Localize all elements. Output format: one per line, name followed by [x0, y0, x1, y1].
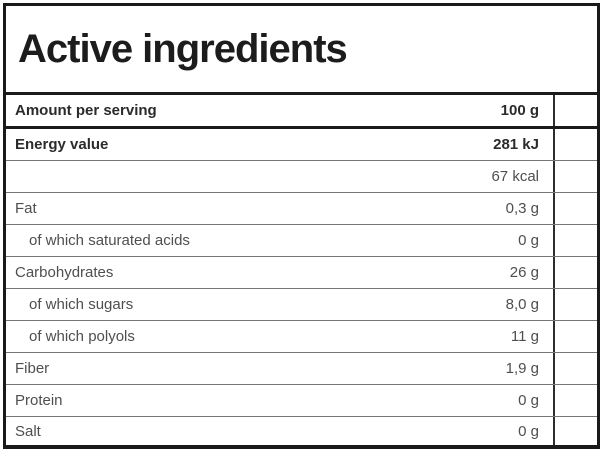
nutrient-value: 26 g [405, 257, 555, 288]
nutrient-value: 67 kcal [405, 161, 555, 192]
table-row: of which saturated acids 0 g [6, 225, 597, 257]
spacer-cell [555, 225, 597, 256]
table-row: Fiber 1,9 g [6, 353, 597, 385]
nutrient-label: Fat [15, 200, 37, 217]
nutrient-sublabel: of which sugars [29, 296, 134, 313]
spacer-cell [555, 95, 597, 126]
table-row: Energy value 281 kJ [6, 129, 597, 161]
spacer-cell [555, 161, 597, 192]
nutrient-sublabel: of which saturated acids [29, 232, 190, 249]
table-row: Fat 0,3 g [6, 193, 597, 225]
table-row: 67 kcal [6, 161, 597, 193]
nutrient-value: 0,3 g [405, 193, 555, 224]
table-row: Carbohydrates 26 g [6, 257, 597, 289]
nutrient-value: 0 g [405, 417, 555, 445]
table-row: Protein 0 g [6, 385, 597, 417]
table-row: Salt 0 g [6, 417, 597, 445]
spacer-cell [555, 321, 597, 352]
nutrient-value: 8,0 g [405, 289, 555, 320]
spacer-cell [555, 257, 597, 288]
table-row: of which polyols 11 g [6, 321, 597, 353]
nutrient-label: Protein [15, 392, 63, 409]
nutrient-value: 0 g [405, 225, 555, 256]
nutrient-label: Carbohydrates [15, 264, 114, 281]
table-header: Active ingredients [6, 6, 597, 95]
column-header-label: Amount per serving [15, 102, 157, 119]
spacer-cell [555, 129, 597, 160]
spacer-cell [555, 417, 597, 445]
column-header-value: 100 g [405, 95, 555, 126]
nutrient-value: 281 kJ [405, 129, 555, 160]
nutrient-label [6, 161, 405, 192]
spacer-cell [555, 353, 597, 384]
nutrient-value: 11 g [405, 321, 555, 352]
spacer-cell [555, 385, 597, 416]
nutrient-value: 0 g [405, 385, 555, 416]
table-row: of which sugars 8,0 g [6, 289, 597, 321]
spacer-cell [555, 289, 597, 320]
nutrient-value: 1,9 g [405, 353, 555, 384]
nutrition-table: Active ingredients Amount per serving 10… [3, 3, 600, 449]
nutrient-label: Salt [15, 422, 41, 440]
nutrient-label: Energy value [15, 136, 109, 153]
page-title: Active ingredients [18, 26, 348, 71]
nutrient-label: Fiber [15, 360, 50, 377]
table-row: Amount per serving 100 g [6, 95, 597, 129]
spacer-cell [555, 193, 597, 224]
nutrient-sublabel: of which polyols [29, 328, 135, 345]
